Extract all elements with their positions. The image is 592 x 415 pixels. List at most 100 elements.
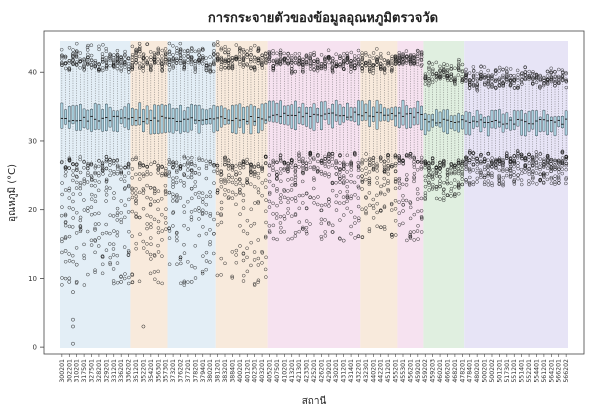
outlier-point [341, 180, 346, 184]
box [561, 116, 564, 129]
outlier-point [279, 57, 283, 61]
outlier-point [126, 184, 131, 189]
outlier-point [327, 197, 331, 202]
outlier-point [100, 231, 105, 236]
outlier-point [275, 237, 279, 242]
outlier-point [349, 224, 353, 229]
outlier-point [71, 54, 75, 58]
outlier-point [349, 163, 354, 167]
outlier-point [234, 57, 239, 62]
outlier-point [148, 271, 153, 276]
outlier-point [241, 183, 245, 188]
outlier-point [327, 222, 331, 226]
outlier-point [100, 52, 105, 56]
outlier-point [274, 216, 279, 220]
outlier-point [256, 187, 261, 191]
outlier-point [252, 282, 257, 286]
outlier-point [171, 224, 175, 228]
outlier-point [349, 231, 353, 236]
box [67, 106, 71, 129]
outlier-point [71, 192, 75, 196]
outlier-point [312, 53, 316, 57]
outlier-point [193, 163, 197, 168]
box [282, 105, 286, 125]
outlier-point [60, 283, 64, 287]
outlier-point [108, 63, 112, 68]
outlier-point [152, 191, 157, 196]
outlier-point [89, 205, 94, 209]
x-tick-label: 401201 [244, 359, 251, 383]
box [423, 113, 427, 135]
outlier-point [267, 190, 272, 195]
outlier-point [253, 170, 257, 174]
outlier-point [393, 186, 398, 191]
outlier-point [100, 167, 105, 171]
box [516, 110, 520, 127]
x-axis-title: สถานี [302, 395, 327, 407]
outlier-point [397, 211, 401, 215]
outlier-point [71, 162, 75, 167]
outlier-point [137, 65, 142, 69]
outlier-point [182, 54, 186, 58]
box [327, 108, 331, 125]
outlier-point [267, 205, 272, 209]
outlier-point [278, 167, 283, 171]
outlier-point [360, 168, 364, 172]
outlier-point [367, 178, 372, 183]
outlier-point [293, 163, 298, 168]
outlier-point [104, 199, 108, 203]
outlier-point [96, 244, 101, 248]
outlier-point [401, 54, 405, 58]
outlier-point [401, 162, 405, 166]
outlier-point [301, 165, 305, 170]
box [527, 111, 531, 132]
outlier-point [152, 160, 157, 165]
outlier-point [156, 51, 161, 56]
outlier-point [104, 166, 109, 171]
box [182, 110, 186, 132]
outlier-point [367, 157, 372, 161]
x-tick-label: 300201 [59, 359, 66, 383]
outlier-point [86, 163, 90, 168]
outlier-point [193, 67, 198, 72]
outlier-point [93, 239, 98, 243]
outlier-point [404, 198, 409, 203]
outlier-point [178, 49, 183, 53]
outlier-point [297, 62, 302, 66]
outlier-point [242, 49, 246, 54]
outlier-point [290, 214, 294, 218]
outlier-point [397, 56, 402, 60]
outlier-point [327, 154, 331, 159]
outlier-point [226, 65, 231, 70]
outlier-point [212, 232, 216, 236]
outlier-point [174, 46, 179, 50]
outlier-point [263, 60, 268, 64]
outlier-point [297, 220, 302, 224]
outlier-point [334, 193, 339, 198]
outlier-point [330, 65, 334, 70]
outlier-point [297, 229, 301, 234]
outlier-point [297, 159, 302, 164]
outlier-point [164, 172, 168, 177]
outlier-point [315, 69, 320, 73]
outlier-point [141, 52, 146, 56]
x-tick-label: 331201 [111, 359, 118, 383]
outlier-point [104, 177, 109, 182]
box [145, 105, 149, 125]
outlier-point [238, 62, 242, 67]
outlier-point [327, 60, 331, 65]
outlier-point [337, 174, 342, 178]
outlier-point [137, 190, 142, 195]
outlier-point [360, 69, 365, 73]
outlier-point [149, 242, 153, 246]
outlier-point [74, 231, 79, 235]
outlier-point [238, 187, 242, 192]
outlier-point [230, 180, 235, 185]
outlier-point [289, 67, 294, 71]
outlier-point [286, 206, 290, 211]
outlier-point [101, 59, 105, 64]
box [75, 105, 79, 131]
outlier-point [289, 60, 294, 64]
outlier-point [141, 246, 146, 250]
outlier-point [342, 51, 346, 56]
